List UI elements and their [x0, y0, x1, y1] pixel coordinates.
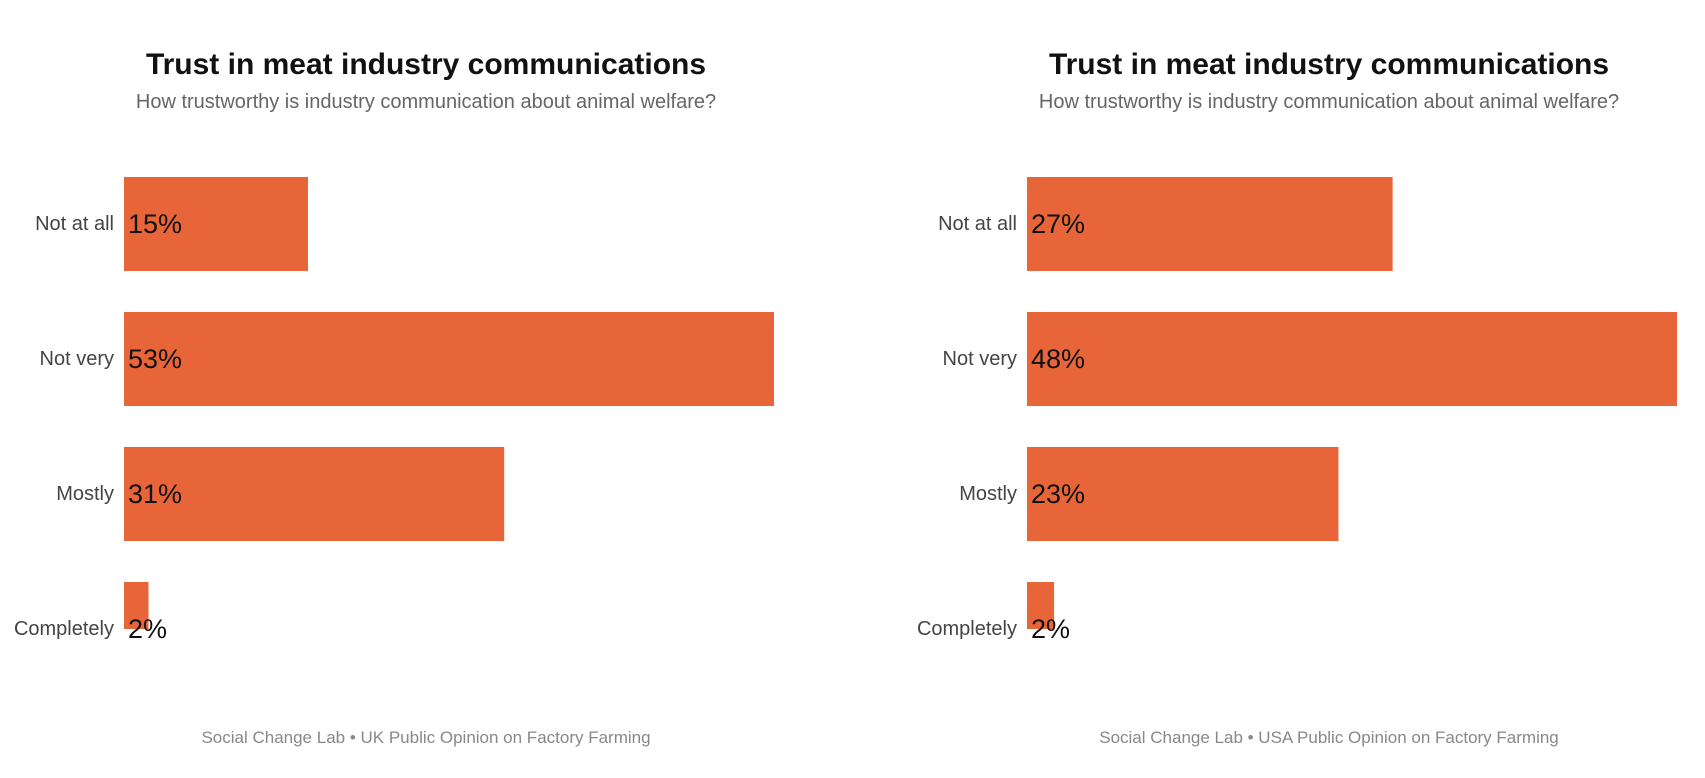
category-label: Mostly: [959, 483, 1017, 505]
chart-caption: Social Change Lab • USA Public Opinion o…: [1099, 728, 1559, 747]
bar-mostly: [124, 447, 505, 541]
chart-subtitle: How trustworthy is industry communicatio…: [135, 91, 717, 113]
category-label: Completely: [917, 618, 1017, 640]
category-label: Mostly: [56, 483, 114, 505]
category-label: Completely: [14, 618, 114, 640]
value-label: 31%: [128, 479, 182, 509]
value-label: 27%: [1031, 209, 1085, 239]
uk-chart-panel: Trust in meat industry communications Ho…: [0, 0, 852, 778]
chart-subtitle: How trustworthy is industry communicatio…: [1038, 91, 1620, 113]
bar-not-very: [124, 312, 774, 406]
usa-bar-chart: Not at all 27% Not very 48% Mostly 23% Complet…: [917, 177, 1677, 644]
value-label: 23%: [1031, 479, 1085, 509]
value-label: 48%: [1031, 344, 1085, 374]
value-label: 53%: [128, 344, 182, 374]
category-label: Not at all: [35, 213, 114, 235]
value-label: 15%: [128, 209, 182, 239]
uk-bar-chart: Not at all 15% Not very 53% Mostly 31% Complet…: [14, 177, 774, 644]
bar-completely: [124, 582, 149, 629]
chart-title: Trust in meat industry communications: [1048, 48, 1610, 81]
bar-not-at-all: [124, 177, 308, 271]
value-label: 2%: [1031, 614, 1070, 644]
chart-title: Trust in meat industry communications: [145, 48, 707, 81]
bar-mostly: [1027, 447, 1339, 541]
value-label: 2%: [128, 614, 167, 644]
category-label: Not very: [40, 348, 114, 370]
bar-completely: [1027, 582, 1055, 629]
category-label: Not at all: [938, 213, 1017, 235]
usa-chart-panel: Trust in meat industry communications Ho…: [903, 0, 1705, 778]
chart-caption: Social Change Lab • UK Public Opinion on…: [201, 728, 651, 747]
category-label: Not very: [943, 348, 1017, 370]
bar-not-at-all: [1027, 177, 1393, 271]
bar-not-very: [1027, 312, 1677, 406]
